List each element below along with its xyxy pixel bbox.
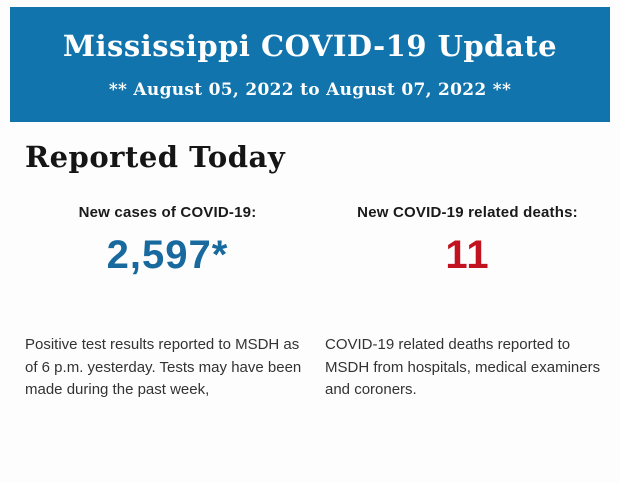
new-deaths-description: COVID-19 related deaths reported to MSDH… — [325, 336, 601, 398]
page-title: Mississippi COVID-19 Update — [62, 28, 558, 63]
section-heading: Reported Today — [25, 140, 286, 174]
new-cases-label: New cases of COVID-19: — [78, 204, 257, 221]
date-range-subtitle: ** August 05, 2022 to August 07, 2022 ** — [108, 80, 512, 101]
stat-new-cases: New cases of COVID-19: 2,597* Positive t… — [25, 204, 310, 402]
header-banner: Mississippi COVID-19 Update ** August 05… — [10, 7, 610, 122]
new-deaths-label: New COVID-19 related deaths: — [357, 204, 578, 221]
stats-grid: New cases of COVID-19: 2,597* Positive t… — [25, 204, 610, 402]
new-deaths-value: 11 — [445, 233, 490, 277]
report-section: Reported Today New cases of COVID-19: 2,… — [25, 140, 610, 402]
new-cases-value: 2,597* — [106, 233, 229, 277]
stat-new-deaths: New COVID-19 related deaths: 11 COVID-19… — [325, 204, 610, 402]
new-cases-description: Positive test results reported to MSDH a… — [25, 336, 302, 398]
